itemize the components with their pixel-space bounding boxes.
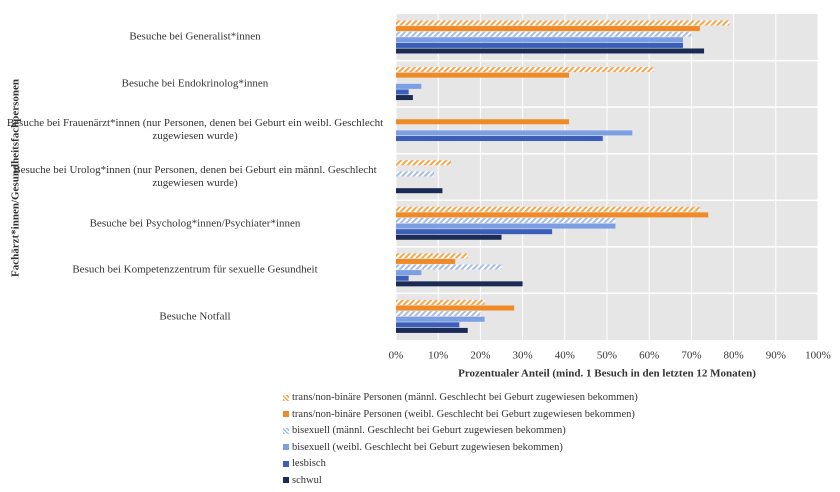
bar [396, 83, 422, 89]
bar [396, 31, 692, 37]
legend-item: bisexuell (weibl. Geschlecht bei Geburt … [283, 442, 563, 454]
x-tick-label: 20% [470, 350, 490, 362]
legend-swatch [283, 460, 289, 467]
bar [396, 212, 709, 218]
legend-label: lesbisch [292, 458, 326, 469]
bar [396, 160, 451, 166]
legend-swatch [283, 427, 289, 434]
bar [396, 264, 502, 270]
bar [396, 26, 700, 32]
bar [396, 305, 515, 311]
bar [396, 95, 413, 101]
x-tick-label: 90% [766, 350, 786, 362]
legend-item: bisexuell (männl. Geschlecht bei Geburt … [283, 425, 566, 437]
bar [396, 223, 616, 229]
category-label: Besuche bei Endokrinolog*innen [121, 77, 269, 90]
bar [396, 136, 603, 142]
legend-swatch [283, 411, 289, 418]
legend-label: schwul [292, 474, 322, 486]
x-tick-label: 50% [597, 350, 617, 362]
bar [396, 270, 422, 276]
x-tick-label: 30% [513, 350, 533, 362]
bar [396, 327, 468, 333]
legend-item: lesbisch [283, 458, 326, 470]
bar [396, 130, 633, 136]
x-tick-label: 10% [428, 350, 448, 362]
bar [396, 206, 700, 212]
bar [396, 72, 570, 78]
legend-swatch [283, 444, 289, 451]
category-label: Besuche bei Urolog*innen (nur Personen, … [13, 164, 377, 189]
category-label: Besuch bei Kompetenzzentrum für sexuelle… [72, 263, 318, 276]
bar [396, 253, 468, 259]
legend-label: bisexuell (weibl. Geschlecht bei Geburt … [292, 441, 563, 453]
x-tick-label: 0% [389, 350, 404, 362]
category-label: Besuche bei Generalist*innen [129, 30, 261, 43]
bar [396, 258, 456, 264]
bar [396, 316, 485, 322]
bar [396, 234, 502, 240]
category-label: Besuche bei Psycholog*innen/Psychiater*i… [89, 217, 301, 230]
x-tick-label: 60% [639, 350, 659, 362]
bar [396, 275, 409, 281]
bar [396, 20, 730, 26]
x-tick-label: 70% [681, 350, 701, 362]
legend-item: trans/non-binäre Personen (weibl. Geschl… [283, 409, 635, 421]
bar [396, 229, 553, 235]
x-tick-label: 80% [724, 350, 744, 362]
legend-label: bisexuell (männl. Geschlecht bei Geburt … [292, 425, 566, 436]
bar [396, 299, 485, 305]
bar [396, 281, 523, 287]
bar [396, 67, 654, 73]
bar [396, 37, 683, 43]
legend-swatch [283, 394, 289, 401]
x-axis-label: Prozentualer Anteil (mind. 1 Besuch in d… [458, 368, 756, 380]
legend-swatch [283, 477, 289, 484]
bar [396, 42, 683, 48]
y-axis-label: Fachärzt*innen/Gesundheitsfachpersonen [10, 79, 22, 277]
bar [396, 217, 616, 223]
bar [396, 119, 570, 125]
legend-item: trans/non-binäre Personen (männl. Geschl… [283, 392, 638, 404]
legend-label: trans/non-binäre Personen (weibl. Geschl… [292, 408, 635, 420]
bar [396, 188, 443, 194]
legend-label: trans/non-binäre Personen (männl. Geschl… [292, 392, 638, 403]
bar [396, 48, 705, 54]
category-label: Besuche Notfall [159, 310, 231, 323]
bar [396, 322, 460, 328]
x-tick-label: 100% [805, 350, 831, 362]
bar [396, 311, 481, 317]
bar [396, 171, 434, 177]
x-tick-label: 40% [555, 350, 575, 362]
category-label: Besuche bei Frauenärzt*innen (nur Person… [6, 117, 384, 143]
legend-item: schwul [283, 475, 322, 487]
bar [396, 89, 409, 95]
